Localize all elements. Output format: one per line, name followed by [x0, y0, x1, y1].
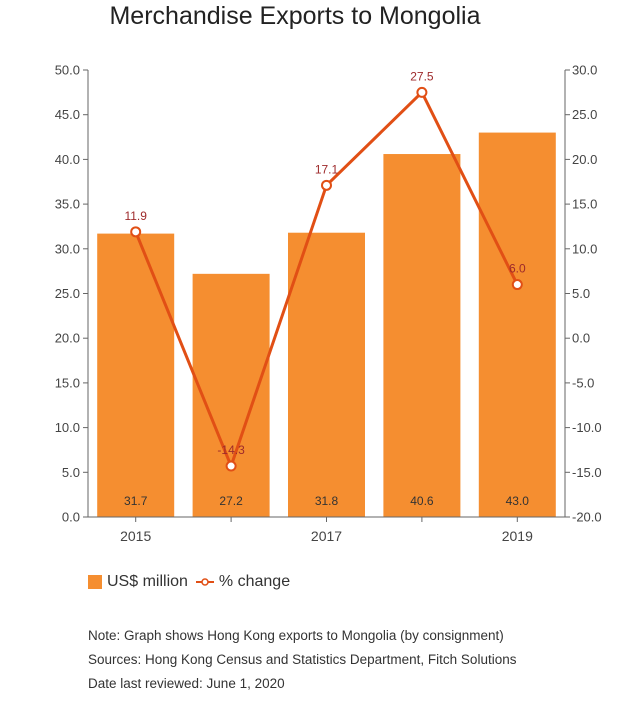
x-tick-label: 2015 — [120, 528, 151, 544]
right-tick-label: -10.0 — [572, 420, 602, 435]
legend: US$ million % change — [88, 573, 290, 591]
bar-value-label: 31.8 — [315, 494, 339, 508]
legend-bar-label: US$ million — [107, 573, 188, 590]
left-tick-label: 35.0 — [55, 197, 80, 212]
change-value-label: 6.0 — [509, 262, 526, 276]
right-tick-label: 5.0 — [572, 286, 590, 301]
right-tick-label: 0.0 — [572, 331, 590, 346]
left-tick-label: 20.0 — [55, 331, 80, 346]
right-tick-label: -15.0 — [572, 465, 602, 480]
legend-item-bars[interactable]: US$ million — [88, 573, 188, 591]
right-tick-label: 20.0 — [572, 152, 597, 167]
left-tick-label: 0.0 — [62, 510, 80, 525]
bar — [288, 232, 365, 517]
legend-line-label: % change — [218, 573, 291, 590]
date-reviewed-line: Date last reviewed: June 1, 2020 — [88, 676, 285, 691]
right-tick-label: -5.0 — [572, 375, 594, 390]
x-tick-label: 2017 — [311, 528, 342, 544]
legend-bar-swatch — [88, 575, 102, 589]
left-tick-label: 15.0 — [55, 375, 80, 390]
chart-title: Merchandise Exports to Mongolia — [109, 2, 481, 30]
change-value-label: -14.3 — [217, 443, 245, 457]
left-tick-label: 40.0 — [55, 152, 80, 167]
sources-line: Sources: Hong Kong Census and Statistics… — [88, 652, 517, 667]
change-point — [321, 179, 332, 191]
bar-value-label: 40.6 — [410, 494, 434, 508]
combo-chart: 31.7 27.2 31.8 40.6 43.0 0.0 5.0 10.0 15.0 20.0 25… — [55, 63, 602, 545]
left-tick-label: 45.0 — [55, 107, 80, 122]
left-tick-label: 30.0 — [55, 241, 80, 256]
change-value-label: 27.5 — [410, 69, 434, 83]
change-point — [416, 86, 428, 98]
change-point — [511, 279, 523, 291]
bar — [478, 132, 556, 517]
left-tick-label: 5.0 — [62, 465, 80, 480]
right-tick-label: 30.0 — [572, 63, 597, 78]
bar-value-label: 43.0 — [506, 494, 530, 508]
bar — [97, 233, 175, 518]
left-tick-label: 10.0 — [55, 420, 80, 435]
chart-notes: Note: Graph shows Hong Kong exports to M… — [88, 624, 516, 696]
left-tick-label: 25.0 — [55, 286, 80, 301]
legend-line-swatch — [195, 578, 214, 586]
change-value-label: 11.9 — [124, 209, 147, 223]
bar-value-label: 31.7 — [124, 494, 148, 508]
right-tick-label: 10.0 — [572, 241, 597, 256]
legend-item-line[interactable]: % change — [188, 573, 290, 591]
bar — [192, 273, 270, 517]
right-tick-label: 25.0 — [572, 107, 597, 122]
bar-value-label: 27.2 — [219, 494, 243, 508]
change-point — [130, 226, 142, 238]
change-point — [225, 460, 237, 472]
note-line: Note: Graph shows Hong Kong exports to M… — [88, 628, 504, 643]
bar — [383, 154, 461, 517]
x-tick-label: 2019 — [502, 528, 533, 544]
left-tick-label: 50.0 — [55, 63, 80, 78]
change-value-label: 17.1 — [315, 162, 339, 176]
right-tick-label: 15.0 — [572, 197, 597, 212]
right-tick-label: -20.0 — [572, 510, 602, 525]
